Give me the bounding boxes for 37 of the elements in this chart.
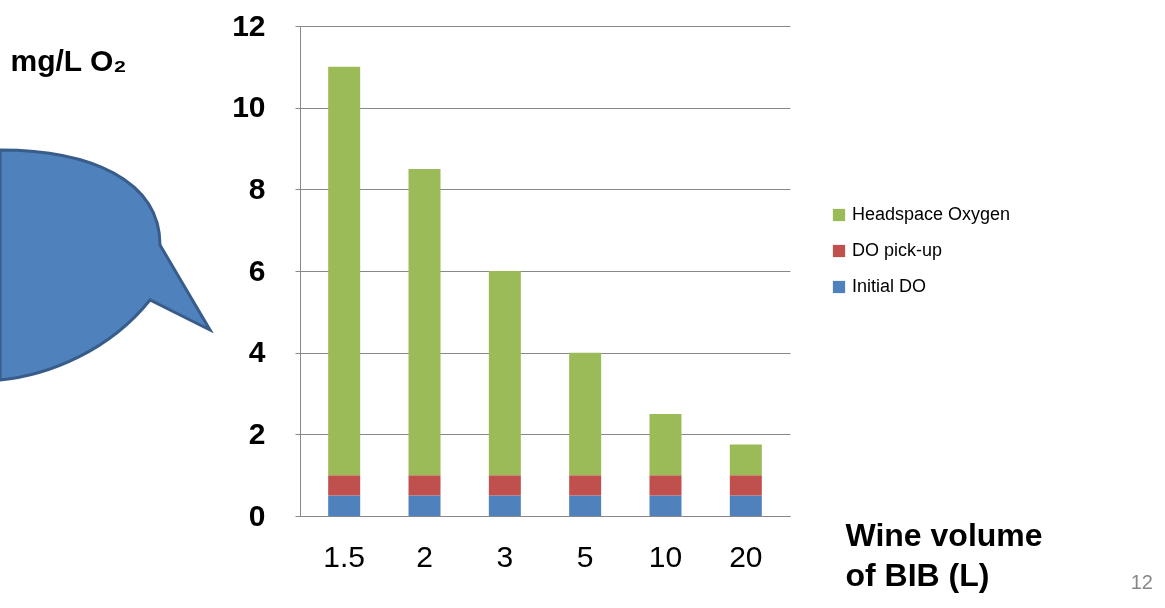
bar bbox=[328, 495, 361, 516]
bar bbox=[729, 444, 762, 476]
x-tick-label: 3 bbox=[496, 539, 514, 573]
x-tick-label: 1.5 bbox=[323, 539, 366, 573]
bar bbox=[569, 352, 602, 476]
bar bbox=[488, 495, 521, 516]
bar bbox=[569, 495, 602, 516]
x-tick-label: 2 bbox=[416, 539, 433, 573]
bar bbox=[649, 413, 682, 476]
bar bbox=[649, 475, 682, 496]
y-tick-label: 2 bbox=[248, 416, 266, 450]
y-tick-label: 6 bbox=[248, 253, 266, 287]
x-axis-title: Wine volume of BIB (L) bbox=[845, 516, 1043, 593]
text: 12 bbox=[1130, 571, 1153, 594]
x-tick-label: 10 bbox=[648, 539, 683, 573]
y-axis-title: mg/L O₂ bbox=[10, 43, 127, 77]
bar bbox=[729, 495, 762, 516]
bar bbox=[488, 475, 521, 496]
bar bbox=[408, 495, 441, 516]
bar bbox=[488, 271, 521, 476]
x-tick-label: 20 bbox=[729, 539, 763, 573]
y-tick-label: 8 bbox=[248, 171, 266, 205]
y-tick-label: 12 bbox=[232, 8, 266, 42]
bar bbox=[649, 495, 682, 516]
bar bbox=[408, 475, 441, 496]
bar bbox=[729, 475, 762, 496]
bar bbox=[408, 168, 441, 476]
y-tick-label: 10 bbox=[232, 90, 266, 124]
bar bbox=[569, 475, 602, 496]
legend-label: DO pick-up bbox=[852, 240, 943, 260]
legend-label: Initial DO bbox=[852, 276, 927, 296]
y-tick-label: 4 bbox=[248, 335, 266, 369]
bar bbox=[328, 66, 361, 476]
x-tick-label: 5 bbox=[576, 539, 594, 573]
bar bbox=[328, 475, 361, 496]
legend-label: Headspace Oxygen bbox=[852, 204, 1011, 224]
y-tick-label: 0 bbox=[248, 498, 266, 532]
